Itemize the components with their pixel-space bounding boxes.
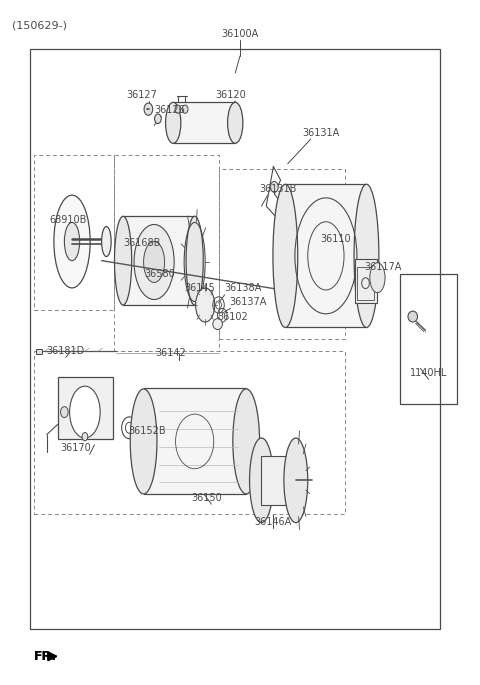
Text: 1140HL: 1140HL (410, 368, 447, 378)
Text: 36117A: 36117A (364, 262, 401, 271)
Text: 36152B: 36152B (128, 426, 166, 436)
Ellipse shape (228, 102, 243, 143)
Ellipse shape (60, 407, 68, 418)
Ellipse shape (354, 184, 379, 327)
Ellipse shape (271, 182, 278, 192)
Ellipse shape (115, 216, 132, 305)
Bar (262, 456, 296, 505)
Text: 36120: 36120 (215, 90, 246, 99)
Ellipse shape (144, 103, 153, 115)
Bar (173, 102, 235, 143)
Ellipse shape (155, 114, 161, 123)
Ellipse shape (82, 432, 88, 440)
Text: 36137A: 36137A (229, 297, 266, 307)
Ellipse shape (70, 386, 100, 438)
Text: 36170: 36170 (60, 443, 91, 453)
Text: 36150: 36150 (191, 493, 222, 503)
Bar (58, 377, 113, 439)
Ellipse shape (196, 288, 215, 322)
Bar (355, 258, 377, 303)
Bar (357, 266, 374, 299)
Ellipse shape (233, 389, 260, 494)
Ellipse shape (370, 262, 385, 292)
Text: 36126: 36126 (154, 105, 185, 115)
Bar (30, 49, 441, 629)
Ellipse shape (250, 438, 274, 523)
Text: 36145: 36145 (184, 284, 215, 293)
Text: 68910B: 68910B (49, 215, 86, 225)
Ellipse shape (134, 225, 174, 299)
Ellipse shape (54, 195, 90, 288)
Text: 36131B: 36131B (259, 184, 297, 194)
Ellipse shape (273, 184, 298, 327)
Text: 36580: 36580 (144, 269, 175, 279)
Ellipse shape (175, 105, 181, 113)
Text: FR.: FR. (34, 650, 57, 663)
Text: 36181D: 36181D (47, 346, 85, 356)
Bar (144, 388, 246, 494)
Text: 36146A: 36146A (255, 516, 292, 527)
Ellipse shape (144, 242, 165, 282)
Bar (285, 184, 366, 327)
Text: 36131A: 36131A (302, 128, 339, 138)
Ellipse shape (213, 319, 222, 329)
Text: 36102: 36102 (217, 312, 248, 322)
Ellipse shape (182, 105, 188, 113)
Text: 36138A: 36138A (225, 284, 262, 293)
Ellipse shape (102, 227, 111, 257)
Ellipse shape (408, 311, 418, 322)
Ellipse shape (186, 216, 203, 305)
Ellipse shape (64, 223, 80, 260)
Text: 36168B: 36168B (123, 238, 160, 249)
Text: 36142: 36142 (156, 348, 186, 358)
Ellipse shape (166, 102, 181, 143)
Text: (150629-): (150629-) (12, 21, 67, 31)
Bar (123, 216, 195, 305)
Ellipse shape (130, 389, 157, 494)
Text: 36110: 36110 (320, 234, 351, 244)
Text: FR.: FR. (34, 650, 57, 663)
Ellipse shape (284, 438, 308, 523)
Text: 36127: 36127 (127, 90, 157, 99)
Bar (36, 349, 42, 354)
Text: 36100A: 36100A (221, 29, 259, 39)
Bar (400, 274, 457, 404)
